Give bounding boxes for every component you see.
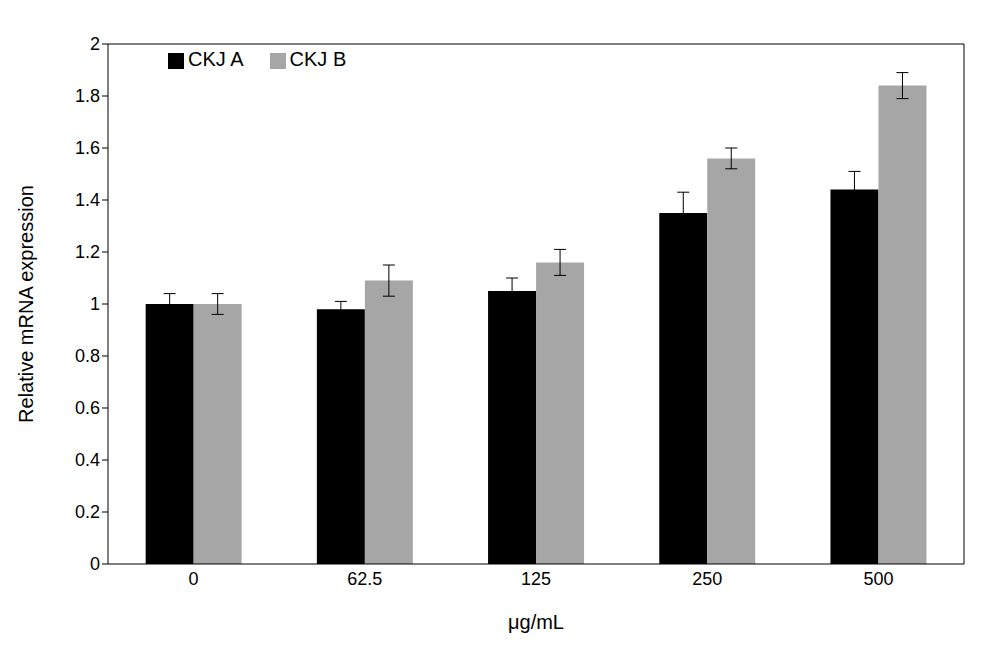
svg-text:0.2: 0.2 <box>75 502 100 522</box>
svg-text:0.6: 0.6 <box>75 398 100 418</box>
svg-text:1.8: 1.8 <box>75 86 100 106</box>
svg-text:0: 0 <box>189 569 199 589</box>
html-text:CKJ B: CKJ B <box>289 48 347 70</box>
svg-text:2: 2 <box>90 34 100 54</box>
svg-text:250: 250 <box>692 569 722 589</box>
svg-text:0.4: 0.4 <box>75 450 100 470</box>
svg-text:μg/mL: μg/mL <box>508 611 564 633</box>
svg-text:Relative mRNA expression: Relative mRNA expression <box>15 185 37 423</box>
svg-text:500: 500 <box>863 569 893 589</box>
svg-text:0: 0 <box>90 554 100 574</box>
svg-text:1.6: 1.6 <box>75 138 100 158</box>
svg-text:0.8: 0.8 <box>75 346 100 366</box>
html-text:CKJ A: CKJ A <box>188 48 244 70</box>
svg-text:62.5: 62.5 <box>347 569 382 589</box>
svg-text:125: 125 <box>521 569 551 589</box>
svg-text:1: 1 <box>90 294 100 314</box>
svg-text:1.4: 1.4 <box>75 190 100 210</box>
svg-text:1.2: 1.2 <box>75 242 100 262</box>
